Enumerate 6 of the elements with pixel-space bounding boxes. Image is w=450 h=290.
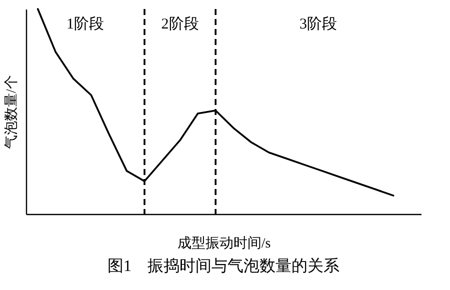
x-axis-title: 成型振动时间/s bbox=[177, 236, 271, 252]
annotation: 1阶段 bbox=[66, 15, 104, 32]
annotation: 3阶段 bbox=[300, 15, 338, 32]
y-axis-title: 气泡数量/个 bbox=[4, 75, 20, 149]
text: 图1 振捣时间与气泡数量的关系 bbox=[108, 257, 340, 275]
annotation: 2阶段 bbox=[161, 15, 199, 32]
